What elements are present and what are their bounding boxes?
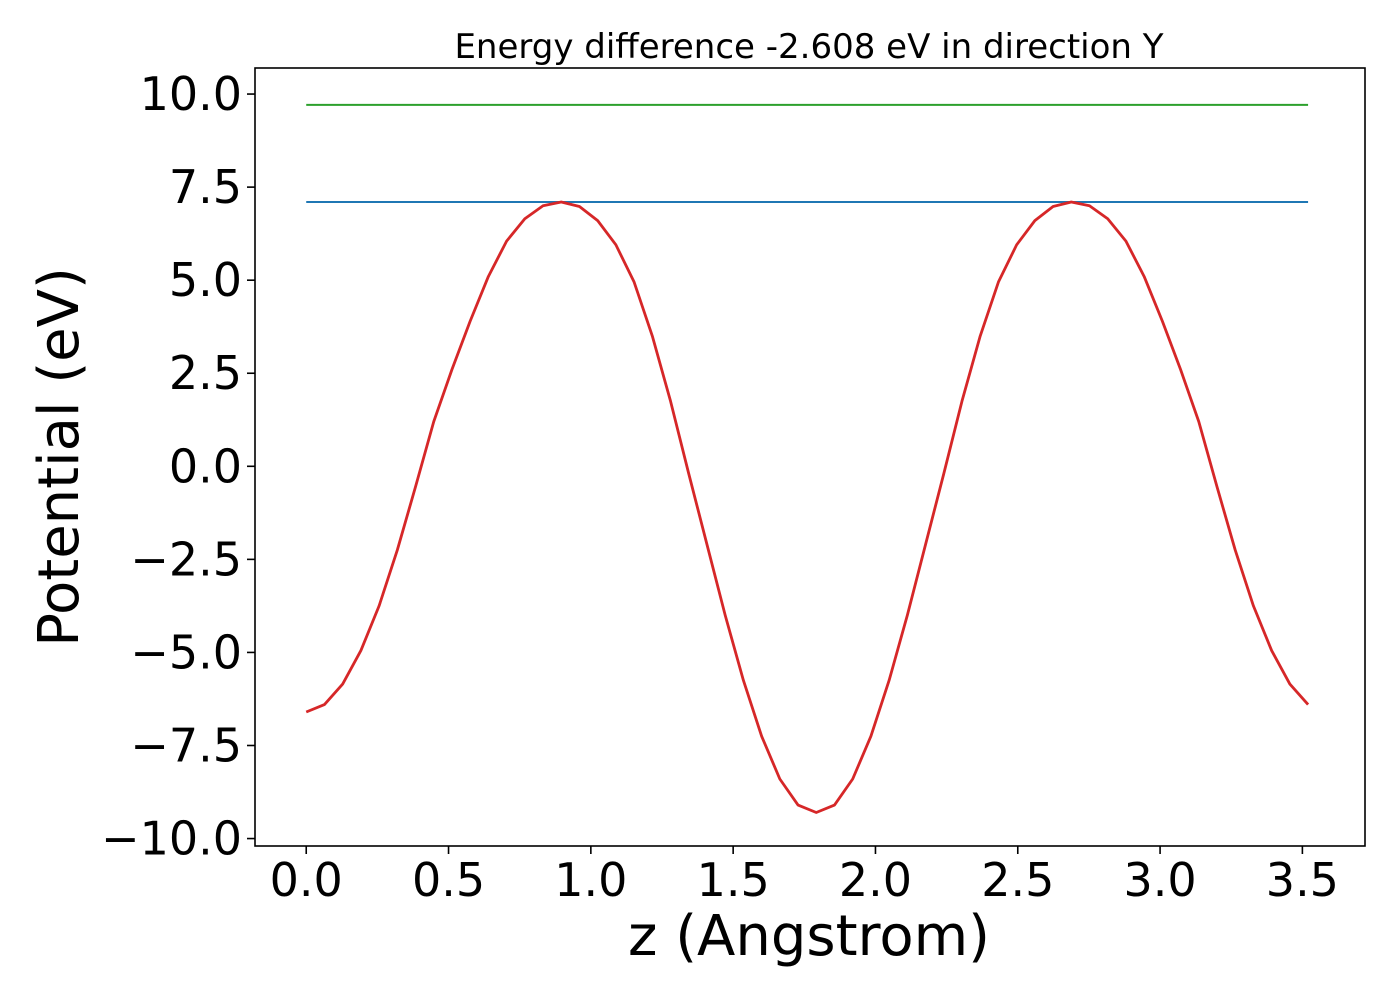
- y-tick-label: 2.5: [169, 346, 242, 400]
- series-layer: [305, 103, 1310, 814]
- y-tick-label: −10.0: [101, 812, 242, 866]
- y-tick-label: 0.0: [169, 439, 242, 493]
- y-tick-label: −7.5: [130, 718, 242, 772]
- red-potential-curve: [305, 200, 1310, 814]
- x-tick-label: 0.0: [270, 853, 343, 907]
- x-tick-label: 3.0: [1123, 853, 1196, 907]
- x-tick-label: 2.5: [981, 853, 1054, 907]
- x-axis-label: z (Angstrom): [628, 904, 990, 969]
- y-tick-label: 5.0: [169, 253, 242, 307]
- y-tick-label: −5.0: [130, 625, 242, 679]
- y-axis-label: Potential (eV): [27, 267, 92, 647]
- x-tick-label: 1.0: [554, 853, 627, 907]
- x-tick-label: 2.0: [839, 853, 912, 907]
- y-axis: 10.0 7.5 5.0 2.5 0.0 −2.5 −5.0 −7.5 −10.0: [101, 67, 255, 866]
- x-tick-label: 0.5: [412, 853, 485, 907]
- y-tick-label: −2.5: [130, 532, 242, 586]
- plot-area-frame: [254, 67, 1366, 847]
- x-tick-label: 1.5: [697, 853, 770, 907]
- x-tick-label: 3.5: [1266, 853, 1339, 907]
- chart-title: Energy difference -2.608 eV in direction…: [454, 27, 1163, 67]
- x-axis: 0.0 0.5 1.0 1.5 2.0 2.5 3.0 3.5: [270, 846, 1339, 907]
- y-tick-label: 10.0: [140, 67, 242, 121]
- y-tick-label: 7.5: [169, 160, 242, 214]
